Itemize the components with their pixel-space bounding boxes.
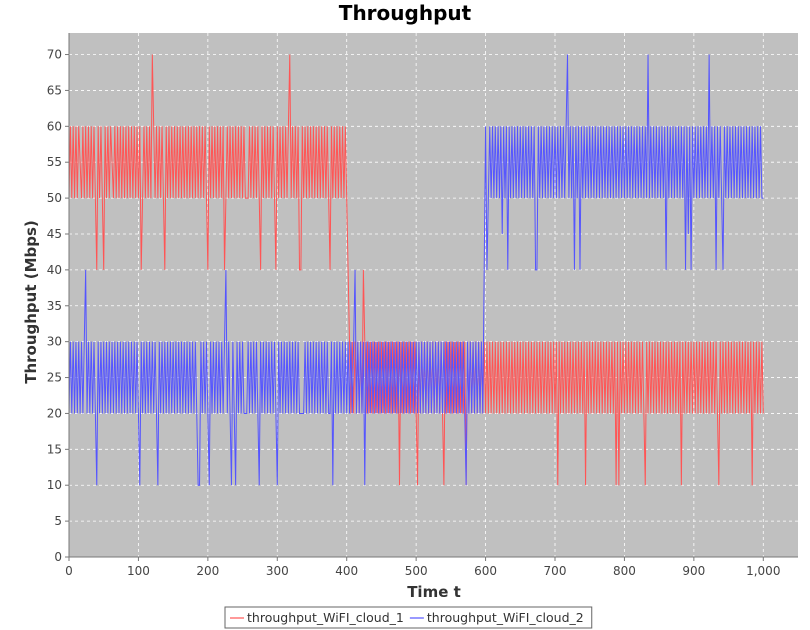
- legend: throughput_WiFI_cloud_1 throughput_WiFI_c…: [224, 606, 593, 629]
- series-layer: [68, 54, 764, 486]
- legend-box: [224, 606, 593, 629]
- x-tick-label: 0: [65, 564, 73, 578]
- plot-area: [69, 33, 798, 557]
- legend-label-1: throughput_WiFI_cloud_1: [247, 610, 404, 625]
- x-tick-label: 500: [405, 564, 428, 578]
- y-tick-label: 70: [47, 48, 62, 62]
- y-axis-label: Throughput (Mbps): [22, 220, 40, 384]
- chart-title: Throughput: [339, 1, 472, 25]
- y-tick-label: 60: [47, 119, 62, 133]
- y-tick-label: 30: [47, 335, 62, 349]
- x-tick-label: 600: [474, 564, 497, 578]
- y-tick-label: 25: [47, 371, 62, 385]
- x-tick-label: 700: [544, 564, 567, 578]
- y-tick-label: 45: [47, 227, 62, 241]
- x-tick-label: 300: [266, 564, 289, 578]
- x-tick-label: 900: [682, 564, 705, 578]
- y-tick-label: 10: [47, 478, 62, 492]
- y-axis-ticks: 0 5 10 15 20 25 30 35 40 45 50 55 60 65 70: [47, 48, 69, 564]
- x-tick-label: 200: [196, 564, 219, 578]
- y-tick-label: 55: [47, 155, 62, 169]
- y-tick-label: 40: [47, 263, 62, 277]
- series-line-2: [68, 54, 764, 486]
- legend-label-2: throughput_WiFI_cloud_2: [427, 610, 584, 625]
- y-tick-label: 35: [47, 299, 62, 313]
- x-tick-label: 100: [127, 564, 150, 578]
- y-tick-label: 20: [47, 406, 62, 420]
- x-tick-label: 1,000: [746, 564, 780, 578]
- series-line-1: [68, 54, 764, 486]
- y-tick-label: 65: [47, 83, 62, 97]
- x-tick-label: 800: [613, 564, 636, 578]
- y-tick-label: 15: [47, 442, 62, 456]
- y-tick-label: 0: [54, 550, 62, 564]
- x-axis-label: Time t: [407, 583, 461, 601]
- x-tick-label: 400: [335, 564, 358, 578]
- grid-lines: [68, 33, 798, 558]
- y-tick-label: 5: [54, 514, 62, 528]
- axes: [68, 33, 798, 558]
- y-tick-label: 50: [47, 191, 62, 205]
- x-axis-ticks: 0 100 200 300 400 500 600 700 800 900 1,000: [65, 557, 780, 578]
